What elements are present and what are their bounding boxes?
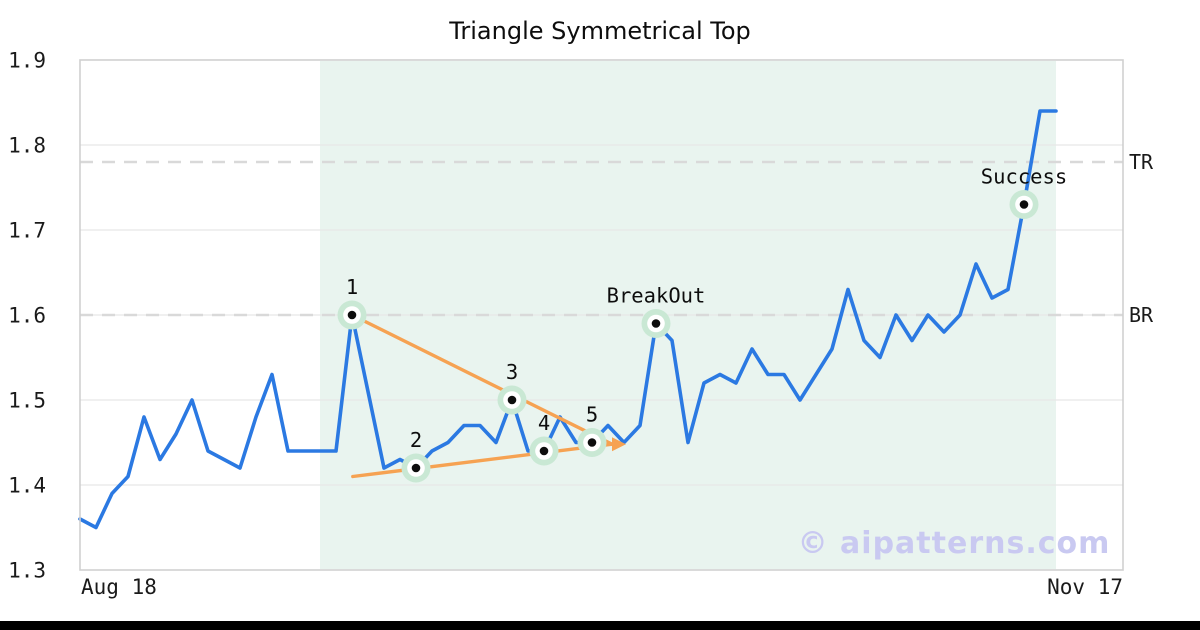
y-tick-label: 1.6 <box>8 304 46 328</box>
y-tick-label: 1.8 <box>8 134 46 158</box>
x-tick-label-end: Nov 17 <box>1047 575 1123 599</box>
x-tick-label-start: Aug 18 <box>81 575 157 599</box>
point-dot <box>651 319 661 328</box>
y-tick-label: 1.7 <box>8 219 46 243</box>
point-label-2: 2 <box>410 428 422 452</box>
point-label-success: Success <box>981 165 1067 189</box>
point-label-1: 1 <box>346 275 358 299</box>
y-tick-label: 1.4 <box>8 474 46 498</box>
y-tick-label: 1.9 <box>8 49 46 73</box>
point-dot <box>1019 200 1029 209</box>
chart-title: Triangle Symmetrical Top <box>449 17 751 45</box>
point-dot <box>507 395 517 405</box>
price-line <box>78 109 1058 530</box>
level-label-br: BR <box>1129 303 1154 327</box>
trendline-arrow-icon <box>612 437 626 452</box>
watermark: © aipatterns.com <box>797 526 1111 561</box>
y-tick-label: 1.5 <box>8 389 46 413</box>
point-label-3: 3 <box>506 360 518 384</box>
point-label-4: 4 <box>538 411 550 435</box>
point-dot <box>587 438 597 447</box>
point-dot <box>347 310 357 320</box>
point-dot <box>411 463 421 473</box>
plot-border <box>79 59 1124 571</box>
point-dot <box>539 446 549 456</box>
y-tick-label: 1.3 <box>8 559 46 583</box>
level-label-tr: TR <box>1129 150 1154 174</box>
upper-trendline <box>350 313 614 446</box>
lower-trendline <box>351 442 614 479</box>
point-label-breakout: BreakOut <box>607 284 706 308</box>
point-label-5: 5 <box>586 403 598 427</box>
footer-bar <box>0 621 1200 630</box>
